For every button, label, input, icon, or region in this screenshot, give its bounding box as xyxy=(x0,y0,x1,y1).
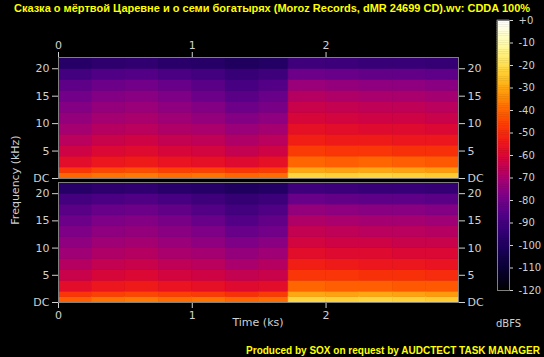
svg-text:-80: -80 xyxy=(519,195,535,206)
svg-text:-20: -20 xyxy=(519,60,535,71)
html-text:Time (ks): Time (ks) xyxy=(232,316,284,329)
svg-text:10: 10 xyxy=(36,242,50,255)
svg-text:-100: -100 xyxy=(519,240,542,251)
svg-text:2: 2 xyxy=(323,309,330,322)
svg-text:-60: -60 xyxy=(519,150,535,161)
html-text:Сказка о мёртвой Царевне и о с: Сказка о мёртвой Царевне и о семи богаты… xyxy=(14,2,530,14)
svg-text:5: 5 xyxy=(468,269,475,282)
svg-text:DC: DC xyxy=(33,296,49,309)
svg-text:+0: +0 xyxy=(519,15,534,26)
svg-text:5: 5 xyxy=(468,145,475,158)
svg-text:20: 20 xyxy=(36,187,50,200)
svg-text:10: 10 xyxy=(36,117,50,130)
svg-text:20: 20 xyxy=(36,62,50,75)
svg-text:0: 0 xyxy=(55,309,62,322)
html-text:dBFS: dBFS xyxy=(496,318,522,329)
svg-text:5: 5 xyxy=(43,145,50,158)
svg-text:-110: -110 xyxy=(519,262,542,273)
svg-text:-70: -70 xyxy=(519,172,535,183)
svg-text:DC: DC xyxy=(468,172,484,185)
svg-text:10: 10 xyxy=(468,242,482,255)
svg-text:20: 20 xyxy=(468,62,482,75)
svg-text:15: 15 xyxy=(468,214,482,227)
svg-text:5: 5 xyxy=(43,269,50,282)
svg-text:15: 15 xyxy=(468,90,482,103)
svg-text:15: 15 xyxy=(36,90,50,103)
svg-text:-10: -10 xyxy=(519,37,535,48)
svg-text:DC: DC xyxy=(33,172,49,185)
html-text:Frequency (kHz): Frequency (kHz) xyxy=(8,135,22,225)
svg-text:1: 1 xyxy=(189,309,196,322)
svg-text:-50: -50 xyxy=(519,127,535,138)
svg-text:-90: -90 xyxy=(519,217,535,228)
svg-text:10: 10 xyxy=(468,117,482,130)
svg-text:0: 0 xyxy=(55,39,62,52)
svg-text:2: 2 xyxy=(323,39,330,52)
svg-text:20: 20 xyxy=(468,187,482,200)
svg-text:-120: -120 xyxy=(519,285,542,296)
svg-text:-30: -30 xyxy=(519,82,535,93)
svg-text:1: 1 xyxy=(189,39,196,52)
svg-text:-40: -40 xyxy=(519,105,535,116)
svg-text:15: 15 xyxy=(36,214,50,227)
svg-text:DC: DC xyxy=(468,296,484,309)
html-text:Produced by SOX on request by: Produced by SOX on request by AUDCTECT T… xyxy=(246,345,540,356)
